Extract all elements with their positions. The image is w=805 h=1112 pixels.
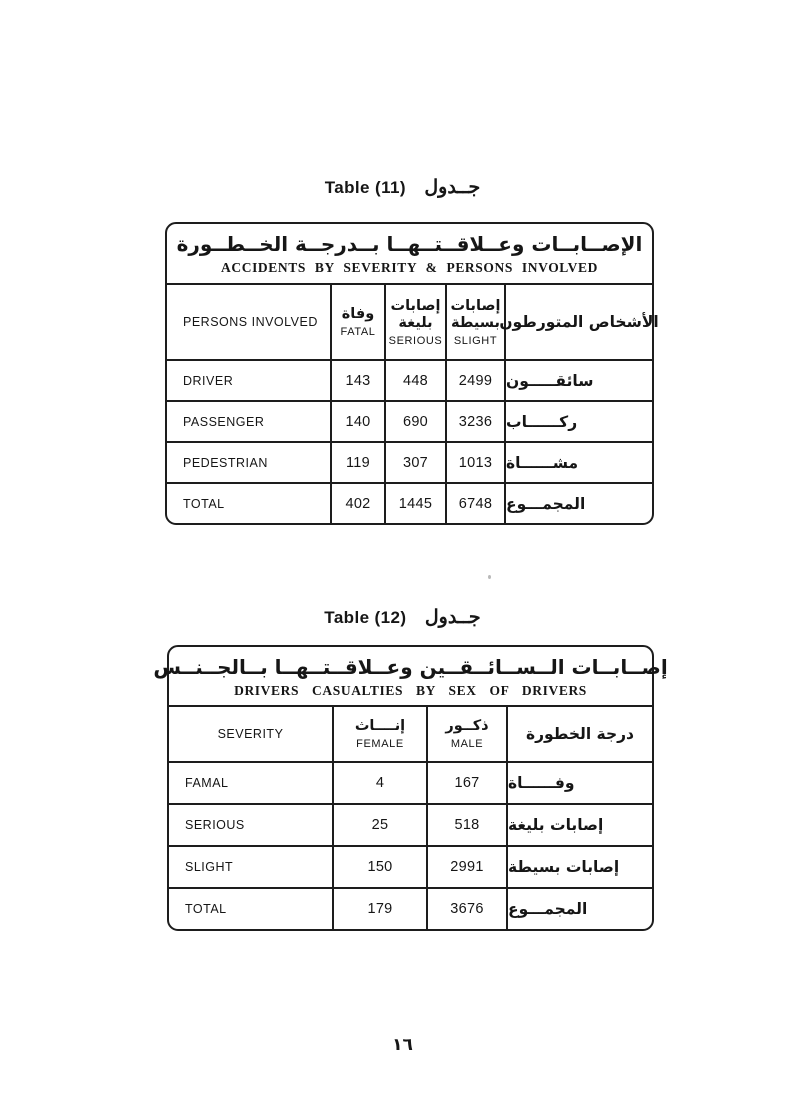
table-11-title-arabic: الإصــابــات وعــلاقــتــهــا بــدرجــة … xyxy=(176,232,643,256)
table-row-pedestrian: PEDESTRIAN 119 307 1013 مشــــــاة xyxy=(167,441,652,482)
table-12-title-english: DRIVERS CASUALTIES BY SEX OF DRIVERS xyxy=(234,682,587,698)
cell-total12-label: TOTAL xyxy=(185,902,227,916)
column-header-male: ذكــور MALE xyxy=(426,707,506,761)
cell-driver-slight: 2499 xyxy=(445,361,504,400)
cell-serious-male: 518 xyxy=(426,805,506,845)
table-11-caption-arabic: جــدول xyxy=(424,177,481,198)
column-header-severity-arabic: درجة الخطورة xyxy=(506,707,652,761)
cell-driver-arabic: سائقـــــون xyxy=(504,361,652,400)
column-header-serious-english: SERIOUS xyxy=(388,334,443,347)
cell-serious-female: 25 xyxy=(332,805,426,845)
column-header-male-arabic: ذكــور xyxy=(445,718,489,734)
cell-pedestrian-slight: 1013 xyxy=(445,443,504,482)
cell-famal-male: 167 xyxy=(426,763,506,803)
scan-speck xyxy=(488,575,491,579)
cell-passenger-arabic: ركــــــاب xyxy=(504,402,652,441)
column-header-fatal-english: FATAL xyxy=(340,326,376,338)
cell-slight-label: SLIGHT xyxy=(185,860,234,874)
column-header-slight-english: SLIGHT xyxy=(453,334,498,347)
cell-passenger-fatal: 140 xyxy=(330,402,384,441)
table-12-title-band: إصــابــات الــســائــقــين وعــلاقــتــ… xyxy=(153,647,668,707)
cell-total-fatal: 402 xyxy=(330,484,384,523)
cell-total12-female: 179 xyxy=(332,889,426,929)
column-header-fatal: وفاة FATAL xyxy=(330,285,384,359)
table-11-caption: Table (11) جــدول xyxy=(0,176,805,199)
cell-passenger-serious: 690 xyxy=(384,402,445,441)
cell-passenger-label: PASSENGER xyxy=(183,414,265,429)
cell-serious-arabic: إصابات بليغة xyxy=(506,805,652,845)
cell-slight-male: 2991 xyxy=(426,847,506,887)
cell-driver-label: DRIVER xyxy=(183,373,234,388)
cell-famal-female: 4 xyxy=(332,763,426,803)
cell-pedestrian-label: PEDESTRIAN xyxy=(183,455,268,470)
table-12-caption-english: Table (12) xyxy=(324,608,407,627)
table-row-famal: FAMAL 4 167 وفــــــاة xyxy=(169,761,652,803)
table-row-driver: DRIVER 143 448 2499 سائقـــــون xyxy=(167,359,652,400)
cell-total-serious: 1445 xyxy=(384,484,445,523)
cell-slight-female: 150 xyxy=(332,847,426,887)
cell-total-slight: 6748 xyxy=(445,484,504,523)
table-row-slight: SLIGHT 150 2991 إصابات بسيطة xyxy=(169,845,652,887)
column-header-slight-arabic-line2: بسيطة xyxy=(450,314,501,331)
cell-driver-fatal: 143 xyxy=(330,361,384,400)
table-11-title-band: الإصــابــات وعــلاقــتــهــا بــدرجــة … xyxy=(167,224,652,285)
cell-total12-arabic: المجمـــوع xyxy=(506,889,652,929)
table-11-caption-english: Table (11) xyxy=(324,178,406,197)
column-header-persons-arabic: الأشخاص المتورطون xyxy=(499,285,659,359)
table-12-column-header-row: SEVERITY إنــــاث FEMALE ذكــور MALE درج… xyxy=(169,707,652,761)
table-12-title-arabic: إصــابــات الــســائــقــين وعــلاقــتــ… xyxy=(153,654,668,679)
cell-famal-label: FAMAL xyxy=(185,776,229,790)
column-header-serious: إصابات بليغة SERIOUS xyxy=(384,285,445,359)
table-12: إصــابــات الــســائــقــين وعــلاقــتــ… xyxy=(153,645,668,931)
cell-slight-arabic: إصابات بسيطة xyxy=(506,847,652,887)
column-header-fatal-arabic: وفاة xyxy=(341,306,375,322)
table-12-caption: Table (12) جــدول xyxy=(0,606,805,629)
table-row-serious: SERIOUS 25 518 إصابات بليغة xyxy=(169,803,652,845)
cell-total-arabic: المجمـــوع xyxy=(504,484,652,523)
column-header-slight: إصابات بسيطة SLIGHT xyxy=(445,285,504,359)
table-row-total-12: TOTAL 179 3676 المجمـــوع xyxy=(169,887,652,929)
table-row-passenger: PASSENGER 140 690 3236 ركــــــاب xyxy=(167,400,652,441)
column-header-female-english: FEMALE xyxy=(356,738,404,750)
cell-famal-arabic: وفــــــاة xyxy=(506,763,652,803)
cell-total12-male: 3676 xyxy=(426,889,506,929)
column-header-persons-involved: PERSONS INVOLVED xyxy=(183,315,318,329)
cell-pedestrian-arabic: مشــــــاة xyxy=(504,443,652,482)
table-11-column-header-row: PERSONS INVOLVED وفاة FATAL إصابات بليغة… xyxy=(167,285,659,359)
table-11: الإصــابــات وعــلاقــتــهــا بــدرجــة … xyxy=(165,222,659,525)
column-header-serious-arabic-line1: إصابات xyxy=(390,297,441,314)
column-header-male-english: MALE xyxy=(450,738,484,750)
column-header-severity: SEVERITY xyxy=(217,727,284,741)
cell-serious-label: SERIOUS xyxy=(185,818,245,832)
table-12-caption-arabic: جــدول xyxy=(424,607,481,628)
table-11-title-english: ACCIDENTS BY SEVERITY & PERSONS INVOLVED xyxy=(221,260,598,275)
cell-pedestrian-serious: 307 xyxy=(384,443,445,482)
table-row-total: TOTAL 402 1445 6748 المجمـــوع xyxy=(167,482,652,523)
cell-pedestrian-fatal: 119 xyxy=(330,443,384,482)
page-number: ١٦ xyxy=(392,1035,413,1055)
column-header-serious-arabic-line2: بليغة xyxy=(398,314,433,331)
column-header-female: إنــــاث FEMALE xyxy=(332,707,426,761)
column-header-female-arabic: إنــــاث xyxy=(354,718,406,734)
column-header-slight-arabic-line1: إصابات xyxy=(450,297,501,314)
cell-driver-serious: 448 xyxy=(384,361,445,400)
cell-passenger-slight: 3236 xyxy=(445,402,504,441)
cell-total-label: TOTAL xyxy=(183,496,225,511)
